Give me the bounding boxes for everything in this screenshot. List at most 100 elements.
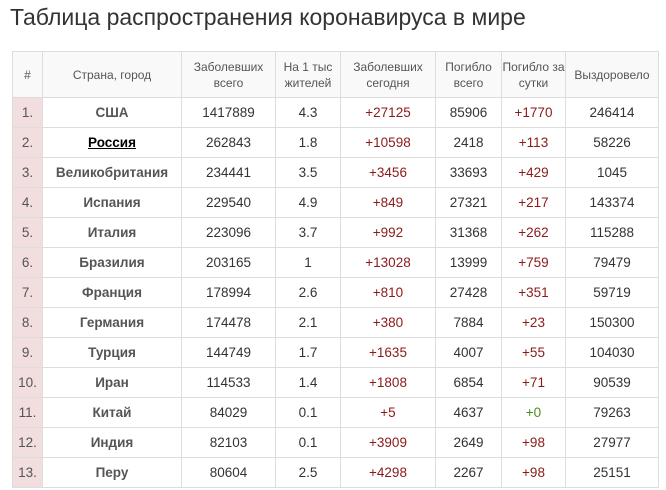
row-deaths-day: +71 xyxy=(501,367,566,398)
row-total-cases: 114533 xyxy=(181,367,276,398)
table-header: # Страна, город Заболевших всего На 1 ты… xyxy=(12,51,659,98)
row-country: Китай xyxy=(42,397,182,428)
table-row: 12. Индия 82103 0.1 +3909 2649 +98 27977 xyxy=(12,427,659,458)
row-number: 4. xyxy=(12,187,43,218)
row-per-1k: 1 xyxy=(275,247,341,278)
row-deaths-day: +429 xyxy=(501,157,566,188)
row-per-1k: 2.5 xyxy=(275,457,341,488)
table-row: 10. Иран 114533 1.4 +1808 6854 +71 90539 xyxy=(12,367,659,398)
row-cases-today: +1808 xyxy=(340,367,436,398)
row-deaths-total: 33693 xyxy=(435,157,502,188)
row-recovered: 79263 xyxy=(565,397,659,428)
row-number: 7. xyxy=(12,277,43,308)
row-number: 10. xyxy=(12,367,43,398)
row-total-cases: 234441 xyxy=(181,157,276,188)
row-cases-today: +10598 xyxy=(340,127,436,158)
row-cases-today: +3909 xyxy=(340,427,436,458)
row-total-cases: 174478 xyxy=(181,307,276,338)
row-total-cases: 1417889 xyxy=(181,97,276,128)
row-recovered: 150300 xyxy=(565,307,659,338)
row-per-1k: 0.1 xyxy=(275,397,341,428)
table-row: 8. Германия 174478 2.1 +380 7884 +23 150… xyxy=(12,307,659,338)
row-per-1k: 1.7 xyxy=(275,337,341,368)
table-row: 13. Перу 80604 2.5 +4298 2267 +98 25151 xyxy=(12,457,659,488)
row-per-1k: 1.4 xyxy=(275,367,341,398)
row-country: Бразилия xyxy=(42,247,182,278)
table-row: 5. Италия 223096 3.7 +992 31368 +262 115… xyxy=(12,217,659,248)
row-cases-today: +810 xyxy=(340,277,436,308)
row-deaths-day: +1770 xyxy=(501,97,566,128)
row-deaths-day: +23 xyxy=(501,307,566,338)
row-per-1k: 4.9 xyxy=(275,187,341,218)
row-cases-today: +1635 xyxy=(340,337,436,368)
row-recovered: 1045 xyxy=(565,157,659,188)
row-total-cases: 144749 xyxy=(181,337,276,368)
row-deaths-day: +759 xyxy=(501,247,566,278)
row-per-1k: 2.6 xyxy=(275,277,341,308)
row-deaths-day: +0 xyxy=(501,397,566,428)
row-deaths-total: 7884 xyxy=(435,307,502,338)
row-cases-today: +849 xyxy=(340,187,436,218)
row-country: Испания xyxy=(42,187,182,218)
row-cases-today: +992 xyxy=(340,217,436,248)
row-country: Иран xyxy=(42,367,182,398)
row-number: 3. xyxy=(12,157,43,188)
row-per-1k: 1.8 xyxy=(275,127,341,158)
row-number: 13. xyxy=(12,457,43,488)
row-number: 1. xyxy=(12,97,43,128)
row-deaths-total: 27428 xyxy=(435,277,502,308)
row-recovered: 59719 xyxy=(565,277,659,308)
row-country: Германия xyxy=(42,307,182,338)
header-deaths-total: Погибло всего xyxy=(435,51,502,98)
row-number: 12. xyxy=(12,427,43,458)
row-deaths-day: +262 xyxy=(501,217,566,248)
row-deaths-total: 6854 xyxy=(435,367,502,398)
row-deaths-total: 85906 xyxy=(435,97,502,128)
row-total-cases: 262843 xyxy=(181,127,276,158)
row-deaths-total: 2649 xyxy=(435,427,502,458)
row-total-cases: 203165 xyxy=(181,247,276,278)
row-deaths-total: 2418 xyxy=(435,127,502,158)
row-recovered: 246414 xyxy=(565,97,659,128)
row-deaths-day: +55 xyxy=(501,337,566,368)
row-total-cases: 229540 xyxy=(181,187,276,218)
header-deaths-day: Погибло за сутки xyxy=(501,51,566,98)
row-total-cases: 178994 xyxy=(181,277,276,308)
row-recovered: 104030 xyxy=(565,337,659,368)
row-deaths-day: +351 xyxy=(501,277,566,308)
row-total-cases: 80604 xyxy=(181,457,276,488)
row-total-cases: 223096 xyxy=(181,217,276,248)
row-cases-today: +13028 xyxy=(340,247,436,278)
header-recovered: Выздоровело xyxy=(565,51,659,98)
row-country[interactable]: Россия xyxy=(42,127,182,158)
row-deaths-total: 4637 xyxy=(435,397,502,428)
row-deaths-total: 13999 xyxy=(435,247,502,278)
table-row: 3. Великобритания 234441 3.5 +3456 33693… xyxy=(12,157,659,188)
row-cases-today: +27125 xyxy=(340,97,436,128)
row-country: Турция xyxy=(42,337,182,368)
row-country: США xyxy=(42,97,182,128)
row-deaths-day: +217 xyxy=(501,187,566,218)
row-per-1k: 2.1 xyxy=(275,307,341,338)
row-number: 11. xyxy=(12,397,43,428)
row-recovered: 90539 xyxy=(565,367,659,398)
table-row: 2. Россия 262843 1.8 +10598 2418 +113 58… xyxy=(12,127,659,158)
row-country: Перу xyxy=(42,457,182,488)
row-cases-today: +5 xyxy=(340,397,436,428)
table-row: 6. Бразилия 203165 1 +13028 13999 +759 7… xyxy=(12,247,659,278)
row-cases-today: +4298 xyxy=(340,457,436,488)
header-country: Страна, город xyxy=(42,51,182,98)
country-link-russia[interactable]: Россия xyxy=(88,135,136,150)
row-number: 8. xyxy=(12,307,43,338)
row-recovered: 27977 xyxy=(565,427,659,458)
table-body: 1. США 1417889 4.3 +27125 85906 +1770 24… xyxy=(12,97,659,488)
corona-table: # Страна, город Заболевших всего На 1 ты… xyxy=(12,51,659,488)
row-per-1k: 3.5 xyxy=(275,157,341,188)
row-recovered: 25151 xyxy=(565,457,659,488)
page-title: Таблица распространения коронавируса в м… xyxy=(10,4,526,30)
row-recovered: 58226 xyxy=(565,127,659,158)
header-number: # xyxy=(12,51,43,98)
table-row: 11. Китай 84029 0.1 +5 4637 +0 79263 xyxy=(12,397,659,428)
header-per-1k: На 1 тыс жителей xyxy=(275,51,341,98)
row-deaths-total: 27321 xyxy=(435,187,502,218)
